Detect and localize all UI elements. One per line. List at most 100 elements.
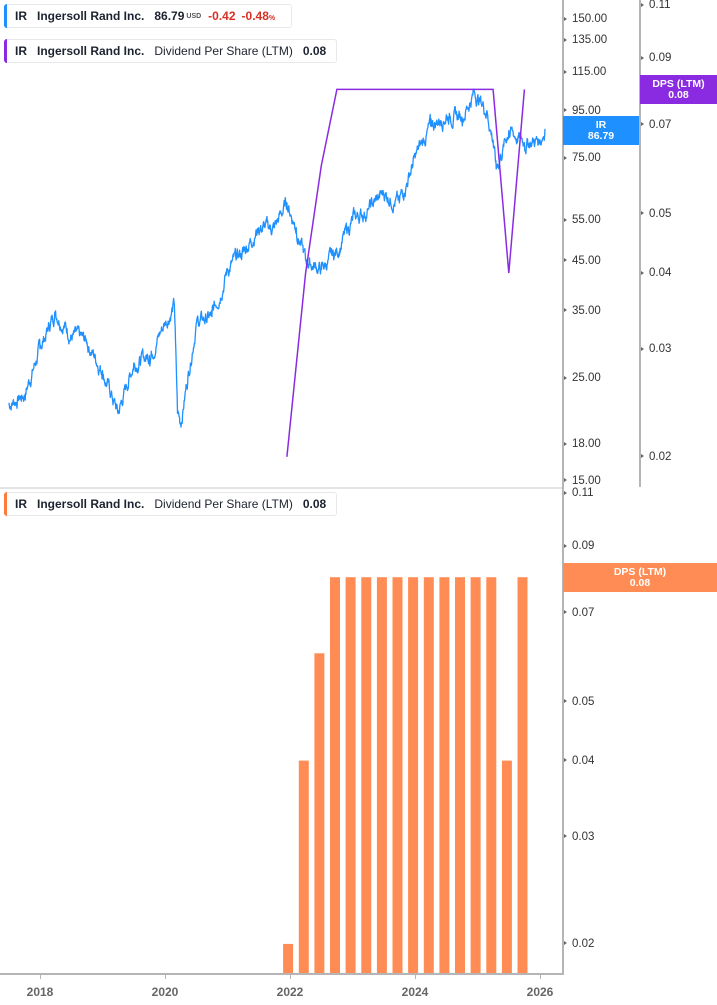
dps-bar[interactable] [439, 577, 450, 973]
dps-bar[interactable] [423, 577, 434, 973]
tick-mark [564, 375, 567, 380]
x-tick [415, 974, 416, 979]
dps-bar[interactable] [376, 577, 387, 973]
tick-mark [564, 258, 567, 263]
legend-company-name: Ingersoll Rand Inc. [37, 497, 145, 511]
dps-bar[interactable] [470, 577, 481, 973]
dps-legend-bottom[interactable]: IR Ingersoll Rand Inc. Dividend Per Shar… [4, 492, 338, 516]
tick-label: 55.00 [572, 214, 601, 227]
dps-bar[interactable] [486, 577, 497, 973]
price-y-axis[interactable] [562, 0, 564, 975]
tick-label: 0.05 [572, 695, 595, 708]
legend-ticker: IR [15, 9, 27, 23]
legend-company-name: Ingersoll Rand Inc. [37, 9, 145, 23]
tick-label: 25.00 [572, 372, 601, 385]
dps-tag-value: 0.08 [629, 576, 651, 589]
tick-mark [564, 834, 567, 839]
tick-label: 0.02 [572, 937, 595, 950]
tick-label: 0.03 [649, 343, 672, 356]
tick-label: 0.04 [649, 267, 672, 280]
legend-metric: Dividend Per Share (LTM) [154, 497, 293, 511]
tick-mark [564, 610, 567, 615]
legend-company-name: Ingersoll Rand Inc. [37, 44, 145, 58]
tick-mark [564, 16, 567, 21]
tick-label: 0.11 [649, 0, 671, 11]
tick-mark [564, 37, 567, 42]
dps-legend-top[interactable]: IR Ingersoll Rand Inc. Dividend Per Shar… [4, 39, 338, 63]
panel-divider[interactable] [0, 487, 562, 489]
x-tick-label: 2020 [151, 985, 179, 999]
price-series-color [4, 4, 7, 28]
tick-label: 0.04 [572, 754, 595, 767]
legend-currency: USD [186, 12, 202, 20]
x-tick [165, 974, 166, 979]
tick-label: 150.00 [572, 13, 608, 25]
x-tick-label: 2026 [526, 985, 554, 999]
tick-label: 0.07 [572, 606, 595, 619]
dps-line[interactable] [286, 88, 526, 457]
tick-mark [564, 699, 567, 704]
dps-bar[interactable] [501, 760, 512, 973]
tick-label: 0.02 [649, 450, 672, 463]
tick-label: 15.00 [572, 474, 601, 487]
tick-mark [564, 758, 567, 763]
tick-mark [564, 155, 567, 160]
tick-mark [641, 346, 644, 351]
dps-current-tag-top: DPS (LTM) 0.08 [640, 75, 717, 104]
tick-label: 115.00 [572, 66, 607, 79]
dps-bar[interactable] [298, 760, 309, 973]
legend-metric: Dividend Per Share (LTM) [154, 44, 293, 58]
dps-bar[interactable] [408, 577, 419, 973]
legend-price: 86.79 [154, 9, 185, 23]
x-axis[interactable] [0, 973, 564, 975]
tick-label: 0.09 [649, 52, 672, 65]
legend-value: 0.08 [302, 44, 327, 58]
tick-label: 45.00 [572, 254, 601, 267]
tick-mark [641, 2, 644, 7]
tick-label: 18.00 [572, 438, 601, 451]
dps-bar[interactable] [361, 577, 372, 973]
dps-bar[interactable] [517, 577, 528, 973]
price-line[interactable] [8, 88, 546, 428]
dps-y-axis-top[interactable] [639, 0, 641, 487]
tick-mark [564, 69, 567, 74]
dps-bar-series-color [4, 492, 7, 516]
price-current-tag: IR 86.79 [563, 116, 639, 145]
tick-label: 135.00 [572, 34, 608, 47]
price-tag-value: 86.79 [587, 129, 615, 142]
tick-label: 0.11 [572, 487, 594, 499]
dps-tag-label: DPS (LTM) [613, 565, 667, 578]
tick-mark [641, 270, 644, 275]
legend-change: -0.42 [208, 9, 236, 23]
price-tag-ticker: IR [595, 118, 607, 131]
dps-bar[interactable] [392, 577, 403, 973]
tick-mark [564, 217, 567, 222]
tick-label: 0.05 [649, 207, 672, 220]
x-tick [540, 974, 541, 979]
legend-value: 0.08 [302, 497, 327, 511]
tick-mark [564, 108, 567, 113]
tick-mark [641, 211, 644, 216]
dps-bar[interactable] [314, 653, 325, 973]
tick-mark [564, 308, 567, 313]
tick-mark [641, 454, 644, 459]
dps-bar[interactable] [283, 943, 294, 973]
price-legend[interactable]: IR Ingersoll Rand Inc. 86.79 USD -0.42 -… [4, 4, 293, 28]
tick-mark [564, 441, 567, 446]
x-tick-label: 2018 [26, 985, 54, 999]
x-tick [290, 974, 291, 979]
dps-bar[interactable] [455, 577, 465, 973]
tick-label: 0.09 [572, 540, 595, 553]
legend-change-pct: -0.48% [241, 9, 276, 23]
dps-bar[interactable] [345, 577, 356, 973]
dps-current-tag-bottom: DPS (LTM) 0.08 [563, 563, 717, 592]
tick-label: 35.00 [572, 304, 601, 317]
dps-series-color [4, 39, 7, 63]
tick-label: 0.03 [572, 830, 595, 843]
tick-mark [641, 55, 644, 60]
dps-bar[interactable] [330, 577, 340, 973]
tick-label: 75.00 [572, 152, 601, 165]
tick-mark [564, 543, 567, 548]
x-tick [40, 974, 41, 979]
